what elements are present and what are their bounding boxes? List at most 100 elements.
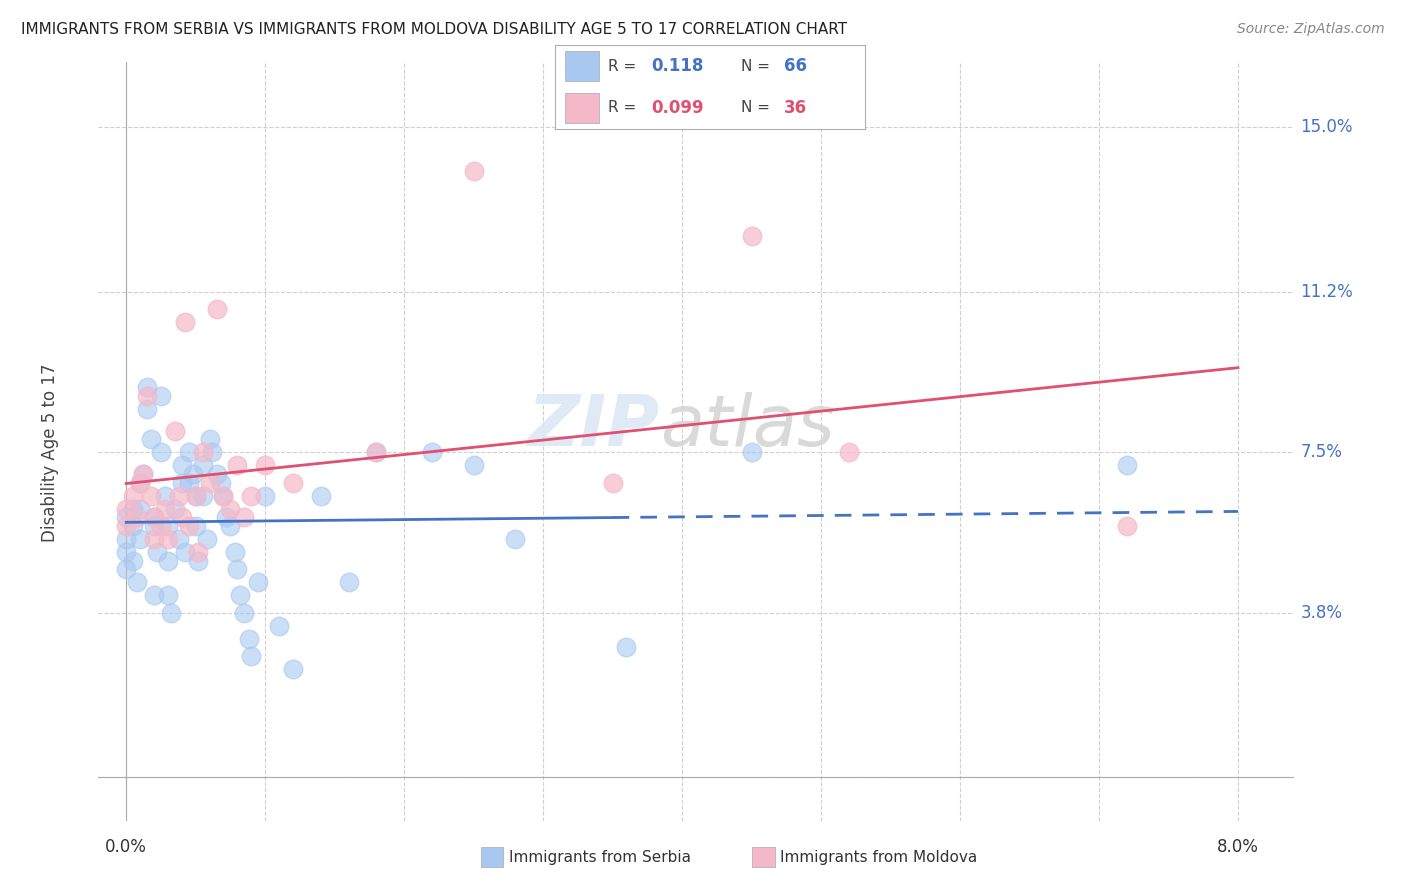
Point [267,618,290,632]
Bar [565,52,599,81]
Point [219,501,242,516]
Point [170,458,193,473]
Point [115,510,138,524]
Point [132,467,155,481]
Point [205,302,228,317]
Point [177,445,200,459]
Point [198,475,221,490]
Point [163,424,186,438]
Point [195,532,218,546]
Text: 66: 66 [785,57,807,75]
Point [463,163,485,178]
Point [602,475,624,490]
Point [254,458,277,473]
Point [129,475,152,490]
Text: N =: N = [741,100,775,115]
Point [156,519,179,533]
Point [129,532,152,546]
Point [1115,458,1137,473]
Point [156,554,179,568]
Point [149,519,172,533]
Point [115,532,138,546]
Point [177,519,200,533]
Point [122,489,145,503]
Text: 3.8%: 3.8% [1301,604,1343,622]
Point [129,475,152,490]
Point [167,489,190,503]
Point [420,445,443,459]
Text: Immigrants from Serbia: Immigrants from Serbia [509,850,690,864]
Text: 11.2%: 11.2% [1301,283,1353,301]
Point [153,501,176,516]
Point [143,532,166,546]
Point [212,489,235,503]
Point [122,501,145,516]
Point [741,445,763,459]
Point [240,648,263,663]
Point [149,445,172,459]
Point [129,501,152,516]
Point [127,510,149,524]
Point [226,562,249,576]
Point [505,532,527,546]
Text: R =: R = [607,59,641,74]
Point [143,510,166,524]
Point [156,532,179,546]
Text: Source: ZipAtlas.com: Source: ZipAtlas.com [1237,22,1385,37]
Point [141,433,163,447]
Point [184,519,207,533]
Point [463,458,485,473]
Text: N =: N = [741,59,775,74]
Point [616,640,638,655]
Text: 36: 36 [785,99,807,117]
Point [184,489,207,503]
Point [115,501,138,516]
Point [170,475,193,490]
Point [226,458,249,473]
Point [177,475,200,490]
Point [115,519,138,533]
Point [337,575,360,590]
Point [184,489,207,503]
Point [173,545,195,559]
Bar [565,93,599,122]
Point [238,632,260,646]
Text: 15.0%: 15.0% [1301,119,1353,136]
Point [212,489,235,503]
Point [127,575,149,590]
Point [191,458,214,473]
Text: R =: R = [607,100,641,115]
Point [163,501,186,516]
Point [191,489,214,503]
Point [143,510,166,524]
Point [201,445,224,459]
Point [1115,519,1137,533]
Point [366,445,388,459]
Point [224,545,246,559]
Text: 8.0%: 8.0% [1218,838,1258,856]
Point [170,510,193,524]
Point [209,475,232,490]
Point [115,545,138,559]
Point [132,467,155,481]
Text: 0.0%: 0.0% [105,838,148,856]
Point [233,510,256,524]
Point [187,554,209,568]
Point [309,489,332,503]
Text: 7.5%: 7.5% [1301,443,1343,461]
Text: Immigrants from Moldova: Immigrants from Moldova [780,850,977,864]
Point [153,489,176,503]
Point [146,545,169,559]
Point [143,519,166,533]
Point [281,662,304,676]
Point [122,554,145,568]
Point [143,588,166,602]
Point [366,445,388,459]
Point [233,606,256,620]
Point [141,489,163,503]
Point [247,575,270,590]
Point [149,389,172,403]
Point [159,606,181,620]
Point [219,519,242,533]
Text: atlas: atlas [661,392,835,461]
